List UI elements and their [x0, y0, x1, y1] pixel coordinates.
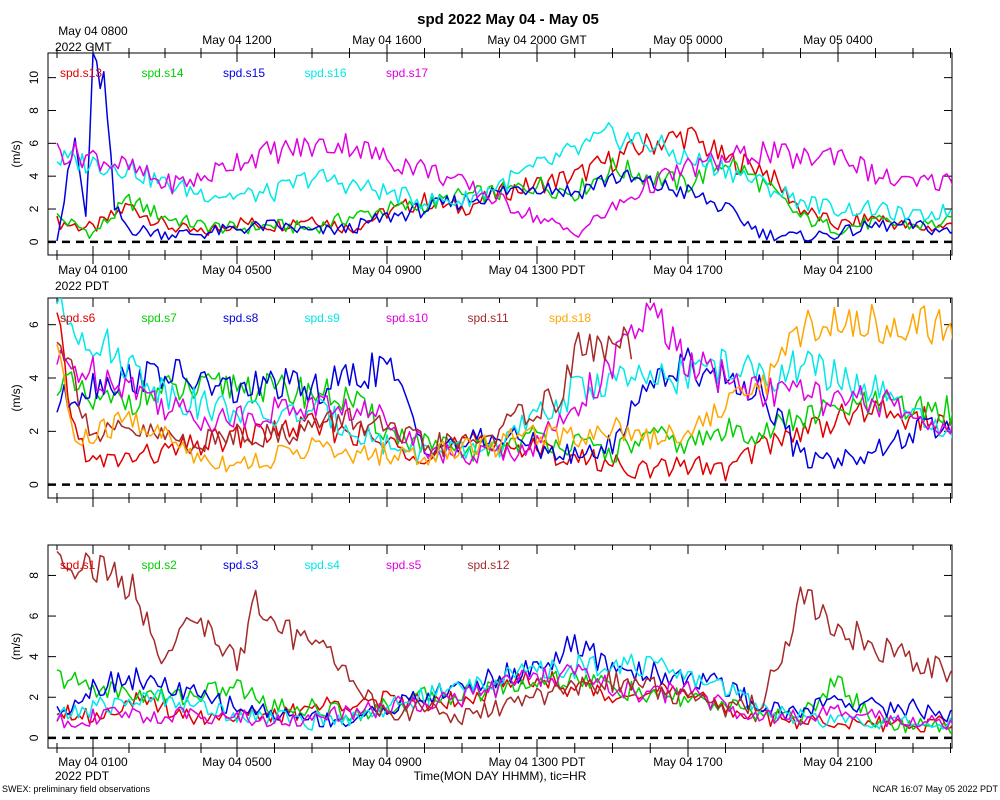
- series-line-spd.s8: [56, 347, 952, 470]
- series-line-spd.s11: [56, 326, 633, 458]
- legend-entry: spd.s14: [142, 66, 184, 80]
- legend-entry: spd.s4: [305, 558, 341, 572]
- y-tick-label: 8: [27, 107, 41, 114]
- middle-axis-tick-label: May 04 1300 PDT: [489, 263, 586, 277]
- top-axis-tick-label: May 05 0000: [653, 33, 723, 47]
- y-axis-label: (m/s): [9, 633, 23, 660]
- legend-entry: spd.s12: [468, 558, 510, 572]
- top-axis-tick-label: May 04 1200: [202, 33, 272, 47]
- bottom-axis-tick-label: May 04 2100: [803, 755, 873, 769]
- y-tick-label: 0: [27, 481, 41, 488]
- y-tick-label: 6: [27, 612, 41, 619]
- legend-entry: spd.s18: [549, 311, 591, 325]
- series-line-spd.s3: [56, 634, 952, 728]
- series-line-spd.s9: [56, 298, 952, 464]
- y-axis-label: (m/s): [9, 140, 23, 167]
- legend-entry: spd.s16: [305, 66, 347, 80]
- bottom-axis-sublabel: 2022 PDT: [55, 769, 110, 783]
- legend-entry: spd.s5: [386, 558, 422, 572]
- top-axis-tick-label: May 04 2000 GMT: [487, 33, 587, 47]
- y-tick-label: 10: [27, 71, 41, 85]
- series-line-spd.s5: [56, 663, 952, 731]
- lower-panel: 0 2 4 6 8 (m/s) spd.s1 spd.s2 spd.s3 spd.s4 spd.s5…: [9, 544, 953, 749]
- legend-entry: spd.s17: [386, 66, 428, 80]
- y-tick-label: 2: [27, 205, 41, 212]
- footer-right: NCAR 16:07 May 05 2022 PDT: [872, 784, 998, 794]
- y-tick-label: 6: [27, 321, 41, 328]
- bottom-axis-tick-label: May 04 0100: [58, 755, 128, 769]
- legend-entry: spd.s15: [223, 66, 265, 80]
- top-axis-sublabel: 2022 GMT: [55, 40, 112, 54]
- top-axis-tick-label: May 04 0800: [58, 24, 128, 38]
- y-tick-label: 0: [27, 238, 41, 245]
- legend-entry: spd.s9: [305, 311, 341, 325]
- y-tick-label: 4: [27, 374, 41, 381]
- series-line-spd.s18: [56, 303, 952, 473]
- top-axis-tick-label: May 05 0400: [803, 33, 873, 47]
- y-tick-label: 2: [27, 694, 41, 701]
- x-axis-title: Time(MON DAY HHMM), tic=HR: [414, 769, 587, 783]
- y-axis-label: (m/s): [9, 384, 23, 411]
- legend-entry: spd.s13: [60, 66, 102, 80]
- bottom-axis-tick-label: May 04 0900: [352, 755, 422, 769]
- middle-panel: 0 2 4 6 (m/s) spd.s6 spd.s7 spd.s8 spd.s9 spd.s10…: [9, 297, 953, 507]
- bottom-axis-tick-label: May 04 1700: [653, 755, 723, 769]
- middle-axis-tick-label: May 04 0500: [202, 263, 272, 277]
- y-tick-label: 4: [27, 173, 41, 180]
- y-tick-label: 4: [27, 653, 41, 660]
- y-tick-label: 8: [27, 572, 41, 579]
- y-tick-label: 2: [27, 428, 41, 435]
- series-line-spd.s14: [56, 157, 952, 240]
- middle-axis-tick-label: May 04 2100: [803, 263, 873, 277]
- series-line-spd.s16: [56, 122, 952, 222]
- bottom-pdt-axis: May 04 0100 May 04 0500 May 04 0900 May 04 …: [56, 748, 951, 769]
- series-line-spd.s1: [56, 670, 952, 733]
- series-line-spd.s4: [56, 653, 952, 731]
- top-axis-tick-label: May 04 1600: [352, 33, 422, 47]
- series-line-spd.s10: [56, 302, 952, 466]
- middle-axis-tick-label: May 04 0100: [58, 263, 128, 277]
- chart-title: spd 2022 May 04 - May 05: [417, 11, 599, 28]
- legend-entry: spd.s3: [223, 558, 259, 572]
- bottom-axis-tick-label: May 04 1300 PDT: [489, 755, 586, 769]
- upper-panel: 0 2 4 6 8 10 (m/s) spd.s13 spd.s14 spd.s15 spd.s16…: [9, 52, 953, 264]
- plot-frame: [47, 297, 953, 499]
- legend-entry: spd.s10: [386, 311, 428, 325]
- footer-left: SWEX: preliminary field observations: [2, 784, 151, 794]
- y-tick-label: 0: [27, 734, 41, 741]
- middle-axis-tick-label: May 04 0900: [352, 263, 422, 277]
- legend-entry: spd.s11: [468, 311, 509, 325]
- legend-entry: spd.s6: [60, 311, 96, 325]
- y-tick-label: 6: [27, 140, 41, 147]
- legend-entry: spd.s8: [223, 311, 259, 325]
- top-gmt-axis: May 04 0800 May 04 1200 May 04 1600 May 04 …: [56, 24, 951, 53]
- series-line-spd.s12: [56, 550, 952, 726]
- legend-entry: spd.s2: [142, 558, 178, 572]
- series-line-spd.s13: [56, 126, 952, 236]
- bottom-axis-tick-label: May 04 0500: [202, 755, 272, 769]
- middle-axis-sublabel: 2022 PDT: [55, 279, 110, 293]
- middle-pdt-axis: May 04 0100 May 04 0500 May 04 0900 May 04 …: [58, 263, 873, 277]
- legend-entry: spd.s7: [142, 311, 178, 325]
- series-line-spd.s15: [56, 53, 952, 242]
- middle-axis-tick-label: May 04 1700: [653, 263, 723, 277]
- legend-entry: spd.s1: [60, 558, 96, 572]
- series-line-spd.s17: [56, 133, 952, 238]
